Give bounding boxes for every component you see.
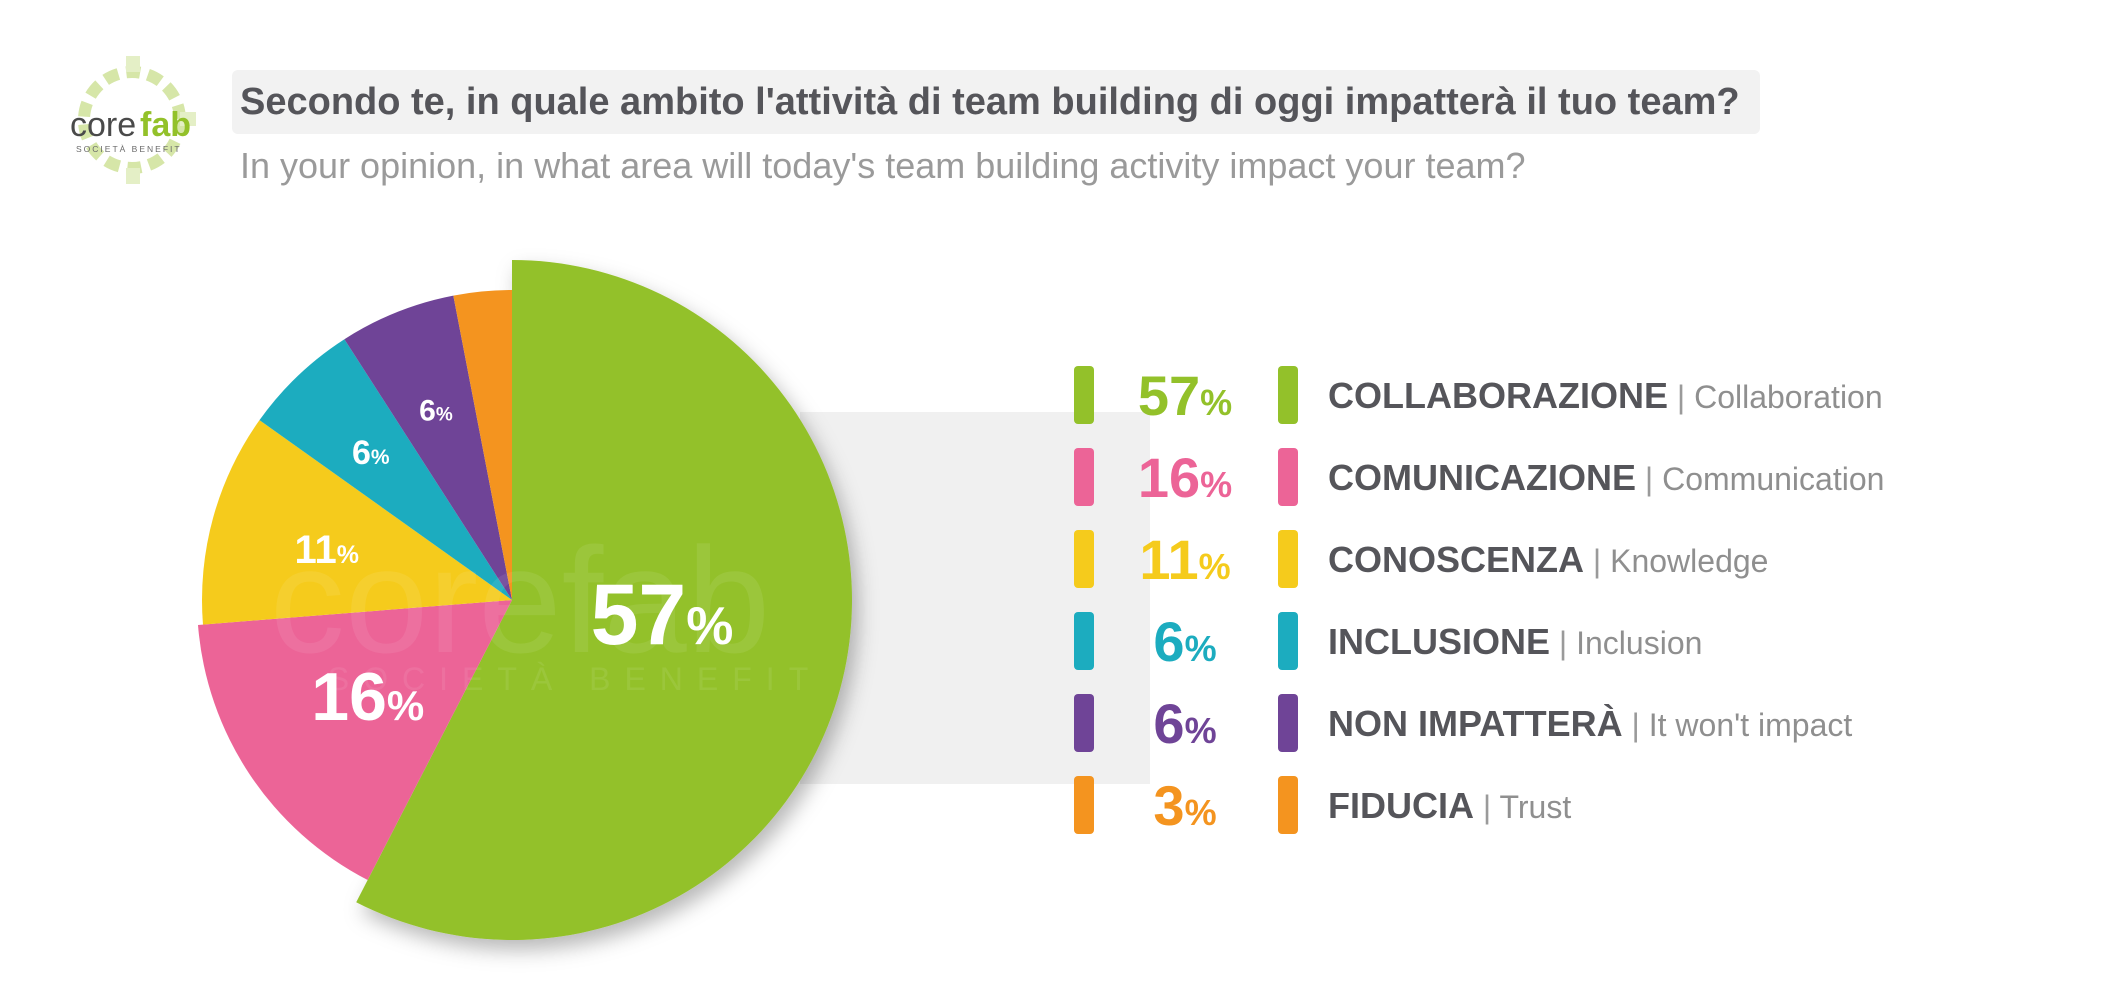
legend-separator: | xyxy=(1482,789,1492,825)
legend-label-en: Collaboration xyxy=(1694,379,1883,415)
pie-slice-label-value: 57 xyxy=(591,567,687,663)
legend-color-swatch xyxy=(1074,694,1094,752)
pie-slice-label-sign: % xyxy=(387,682,424,729)
legend-percentage-value: 57 xyxy=(1137,364,1201,427)
legend-percentage-value: 16 xyxy=(1137,446,1201,509)
pie-slice-label-sign: % xyxy=(686,597,733,656)
pie-slice xyxy=(259,339,512,600)
logo-tagline: SOCIETÀ BENEFIT xyxy=(76,144,182,154)
legend-label: COMUNICAZIONE | Communication xyxy=(1328,452,1884,512)
legend-item: 11% CONOSCENZA | Knowledge xyxy=(1074,526,2074,608)
legend-percentage-value: 11 xyxy=(1139,528,1199,591)
legend-percentage-sign: % xyxy=(1184,628,1217,669)
legend-label: COLLABORAZIONE | Collaboration xyxy=(1328,370,1883,430)
legend: 57% COLLABORAZIONE | Collaboration 16% COMU… xyxy=(1074,362,2074,854)
legend-color-swatch xyxy=(1278,612,1298,670)
legend-percentage: 3% xyxy=(1100,772,1270,847)
legend-percentage: 57% xyxy=(1100,362,1270,437)
legend-label-it: COMUNICAZIONE xyxy=(1328,457,1636,498)
legend-color-swatch xyxy=(1278,776,1298,834)
pie-slice-label-value: 16 xyxy=(311,659,387,735)
legend-item: 16% COMUNICAZIONE | Communication xyxy=(1074,444,2074,526)
legend-label-it: FIDUCIA xyxy=(1328,785,1474,826)
pie-slice-label: 11% xyxy=(294,528,359,572)
legend-item: 3% FIDUCIA | Trust xyxy=(1074,772,2074,854)
legend-label-it: INCLUSIONE xyxy=(1328,621,1551,662)
pie-slices xyxy=(197,260,852,941)
legend-label-it: COLLABORAZIONE xyxy=(1328,375,1668,416)
legend-separator: | xyxy=(1644,461,1654,497)
legend-label-en: Inclusion xyxy=(1576,625,1703,661)
legend-color-swatch xyxy=(1074,448,1094,506)
legend-percentage: 16% xyxy=(1100,444,1270,519)
pie-slice xyxy=(356,260,852,941)
pie-slice-label: 57% xyxy=(591,567,734,663)
pie-slice-label-sign: % xyxy=(371,446,390,469)
page-subtitle: In your opinion, in what area will today… xyxy=(240,145,1526,186)
watermark: corefab SOCIETÀ BENEFIT xyxy=(270,516,822,697)
legend-label: CONOSCENZA | Knowledge xyxy=(1328,534,1768,594)
legend-separator: | xyxy=(1592,543,1602,579)
legend-color-swatch xyxy=(1278,448,1298,506)
legend-color-swatch xyxy=(1074,366,1094,424)
legend-item: 57% COLLABORAZIONE | Collaboration xyxy=(1074,362,2074,444)
legend-label-en: It won't impact xyxy=(1648,707,1853,743)
legend-separator: | xyxy=(1558,625,1568,661)
legend-color-swatch xyxy=(1278,694,1298,752)
legend-label-en: Trust xyxy=(1499,789,1572,825)
legend-percentage-sign: % xyxy=(1200,464,1233,505)
legend-color-swatch xyxy=(1278,366,1298,424)
pie-slice xyxy=(197,600,512,880)
legend-percentage: 6% xyxy=(1100,690,1270,765)
legend-color-swatch xyxy=(1074,530,1094,588)
pie-slice xyxy=(344,295,512,600)
pie-slice-label-value: 11 xyxy=(294,528,336,572)
legend-percentage: 6% xyxy=(1100,608,1270,683)
legend-percentage-value: 6 xyxy=(1153,610,1185,673)
legend-percentage-sign: % xyxy=(1198,546,1231,587)
pie-slice xyxy=(201,420,512,625)
corefab-logo: core fab SOCIETÀ BENEFIT xyxy=(70,56,196,184)
pie-labels: 57%16%11%6%6% xyxy=(294,395,733,735)
pie-slice xyxy=(453,290,512,600)
legend-label-en: Communication xyxy=(1662,461,1885,497)
legend-percentage: 11% xyxy=(1100,526,1270,601)
legend-color-swatch xyxy=(1074,776,1094,834)
logo-word-core: core xyxy=(70,106,136,144)
pie-slice-label-value: 6 xyxy=(419,395,436,428)
legend-label-en: Knowledge xyxy=(1610,543,1769,579)
legend-percentage-sign: % xyxy=(1184,792,1217,833)
legend-percentage-sign: % xyxy=(1184,710,1217,751)
pie-slice-label-value: 6 xyxy=(352,434,371,472)
legend-color-swatch xyxy=(1278,530,1298,588)
pie-slice-label: 6% xyxy=(352,434,390,472)
pie-slice-label: 6% xyxy=(419,395,453,428)
watermark-word: corefab xyxy=(270,516,770,684)
legend-label: FIDUCIA | Trust xyxy=(1328,780,1571,840)
legend-item: 6% NON IMPATTERÀ | It won't impact xyxy=(1074,690,2074,772)
legend-percentage-sign: % xyxy=(1200,382,1233,423)
legend-percentage-value: 3 xyxy=(1153,774,1185,837)
logo-word-fab: fab xyxy=(140,106,191,144)
title-highlight xyxy=(232,70,1760,134)
legend-separator: | xyxy=(1631,707,1640,743)
watermark-tagline: SOCIETÀ BENEFIT xyxy=(328,661,822,697)
legend-label-it: CONOSCENZA xyxy=(1328,539,1585,580)
legend-label: NON IMPATTERÀ | It won't impact xyxy=(1328,698,1852,758)
pie-slice-label-sign: % xyxy=(436,405,453,426)
legend-separator: | xyxy=(1676,379,1686,415)
legend-label: INCLUSIONE | Inclusion xyxy=(1328,616,1702,676)
pie-slice-label-sign: % xyxy=(337,541,359,569)
legend-percentage-value: 6 xyxy=(1153,692,1185,755)
page-title: Secondo te, in quale ambito l'attività d… xyxy=(240,81,1740,123)
legend-color-swatch xyxy=(1074,612,1094,670)
legend-item: 6% INCLUSIONE | Inclusion xyxy=(1074,608,2074,690)
legend-label-it: NON IMPATTERÀ xyxy=(1328,703,1623,744)
pie-slice-label: 16% xyxy=(311,659,424,735)
